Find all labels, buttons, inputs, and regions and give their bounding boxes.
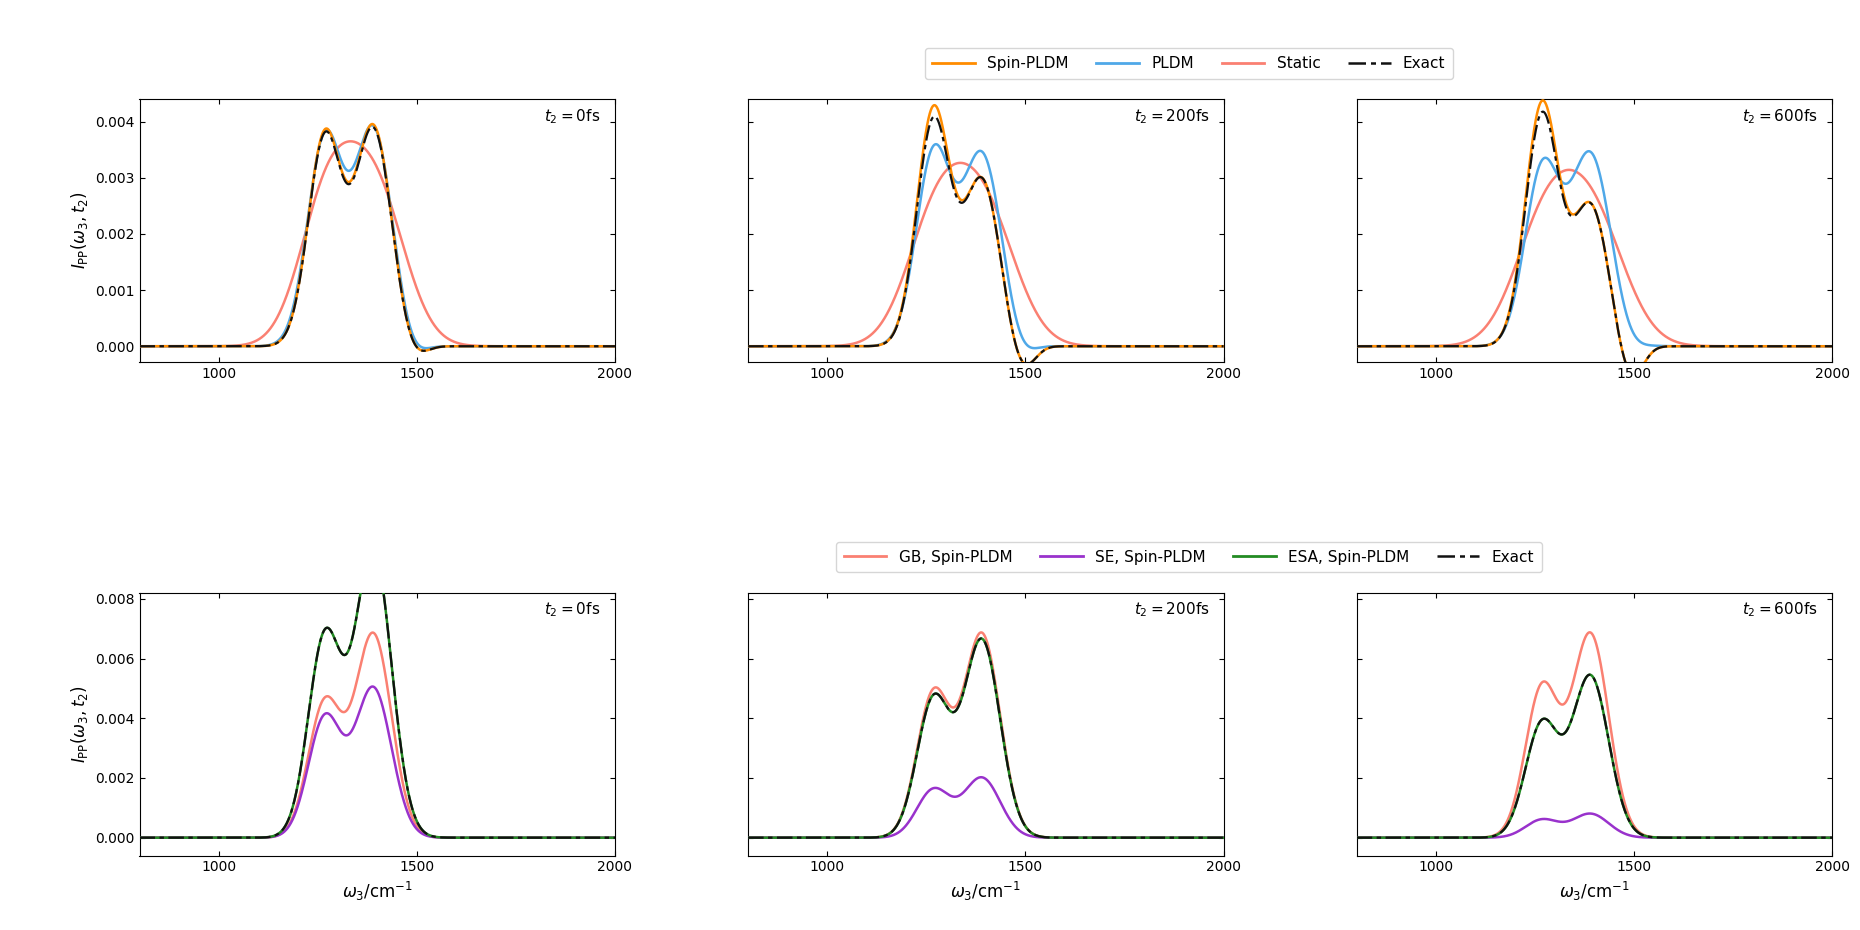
Text: $t_2 = 0$fs: $t_2 = 0$fs: [545, 601, 601, 619]
Y-axis label: $I_{\rm PP}(\omega_3, t_2)$: $I_{\rm PP}(\omega_3, t_2)$: [69, 192, 89, 270]
Text: $t_2 = 600$fs: $t_2 = 600$fs: [1743, 601, 1817, 619]
X-axis label: $\omega_3$/cm$^{-1}$: $\omega_3$/cm$^{-1}$: [950, 880, 1021, 903]
Text: $t_2 = 200$fs: $t_2 = 200$fs: [1133, 107, 1209, 126]
Text: $t_2 = 600$fs: $t_2 = 600$fs: [1743, 107, 1817, 126]
Y-axis label: $I_{\rm PP}(\omega_3, t_2)$: $I_{\rm PP}(\omega_3, t_2)$: [69, 685, 89, 764]
Text: $t_2 = 200$fs: $t_2 = 200$fs: [1133, 601, 1209, 619]
Text: $t_2 = 0$fs: $t_2 = 0$fs: [545, 107, 601, 126]
Legend: GB, Spin-PLDM, SE, Spin-PLDM, ESA, Spin-PLDM, Exact: GB, Spin-PLDM, SE, Spin-PLDM, ESA, Spin-…: [835, 542, 1542, 572]
X-axis label: $\omega_3$/cm$^{-1}$: $\omega_3$/cm$^{-1}$: [342, 880, 413, 903]
Legend: Spin-PLDM, PLDM, Static, Exact: Spin-PLDM, PLDM, Static, Exact: [924, 48, 1453, 79]
X-axis label: $\omega_3$/cm$^{-1}$: $\omega_3$/cm$^{-1}$: [1559, 880, 1629, 903]
